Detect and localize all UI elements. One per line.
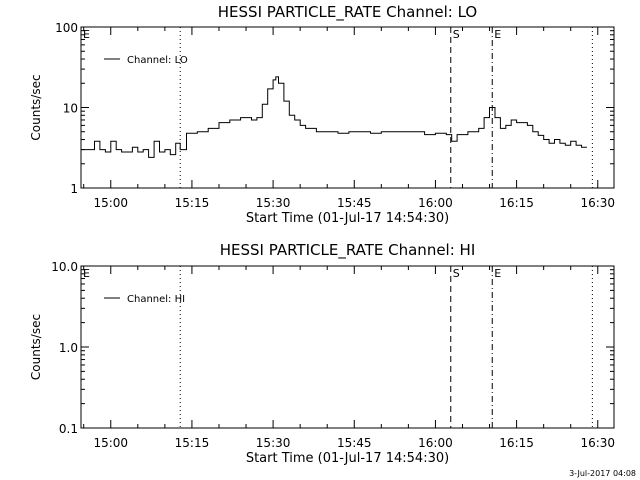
- x-tick-label: 15:15: [175, 436, 210, 450]
- legend-label: Channel: HI: [127, 294, 185, 305]
- y-tick-label: 10.0: [51, 260, 78, 274]
- x-tick-label: 15:30: [256, 196, 291, 210]
- chart-title: HESSI PARTICLE_RATE Channel: HI: [220, 241, 476, 260]
- x-tick-label: 15:45: [337, 196, 372, 210]
- y-axis-label: Counts/sec: [29, 314, 43, 380]
- y-axis-label: Counts/sec: [29, 74, 43, 140]
- x-axis-label: Start Time (01-Jul-17 14:54:30): [246, 451, 449, 466]
- chart-title: HESSI PARTICLE_RATE Channel: LO: [218, 3, 477, 22]
- generation-timestamp: 3-Jul-2017 04:08: [569, 469, 636, 478]
- x-tick-label: 16:30: [580, 436, 615, 450]
- y-tick-label: 10: [63, 102, 78, 116]
- event-marker-label: S: [453, 267, 460, 280]
- plot-frame: [80, 265, 615, 429]
- x-tick-label: 16:15: [499, 436, 534, 450]
- y-tick-label: 1.0: [59, 341, 78, 355]
- event-marker-label: E: [494, 28, 501, 41]
- y-tick-label: 1: [70, 182, 78, 196]
- x-tick-label: 15:15: [175, 196, 210, 210]
- x-tick-label: 16:00: [418, 436, 453, 450]
- event-marker-label: E: [83, 28, 90, 41]
- plot-frame: [80, 26, 615, 189]
- legend-label: Channel: LO: [127, 55, 188, 66]
- series-line: [81, 76, 587, 158]
- event-marker-label: E: [494, 267, 501, 280]
- event-marker-label: S: [453, 28, 460, 41]
- y-tick-label: 100: [55, 21, 78, 35]
- x-axis-label: Start Time (01-Jul-17 14:54:30): [246, 211, 449, 226]
- x-tick-label: 15:00: [93, 436, 128, 450]
- x-tick-label: 15:30: [256, 436, 291, 450]
- panel-lo: HESSI PARTICLE_RATE Channel: LO 15:00 15:1…: [29, 3, 615, 226]
- event-marker-label: E: [83, 267, 90, 280]
- y-tick-label: 0.1: [59, 422, 78, 436]
- x-tick-label: 16:00: [418, 196, 453, 210]
- x-tick-label: 15:00: [93, 196, 128, 210]
- x-tick-label: 15:45: [337, 436, 372, 450]
- panel-hi: HESSI PARTICLE_RATE Channel: HI 15:00 15:1…: [29, 241, 615, 466]
- x-tick-label: 16:30: [580, 196, 615, 210]
- x-tick-label: 16:15: [499, 196, 534, 210]
